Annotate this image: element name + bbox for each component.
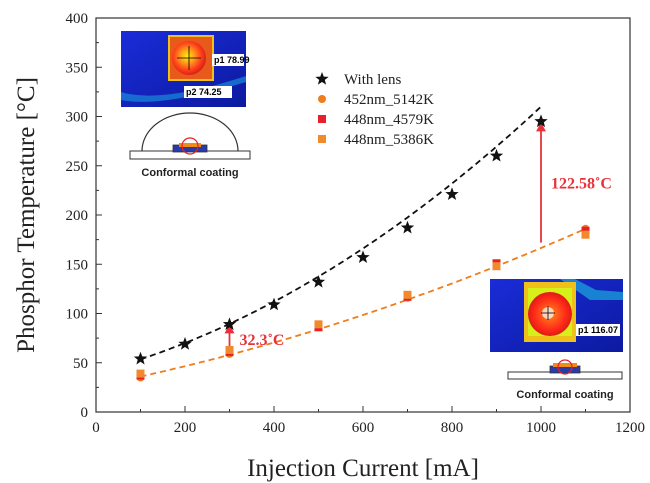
- x-tick-label: 400: [263, 420, 286, 436]
- fit-curves: [140, 105, 586, 378]
- y-tick-label: 300: [66, 110, 89, 126]
- legend-label: With lens: [344, 72, 401, 88]
- data-point: [356, 250, 370, 264]
- annotations: 32.3˚C 122.58˚C: [224, 122, 612, 354]
- data-point: [136, 369, 145, 378]
- data-point: [133, 351, 148, 365]
- data-point: [222, 317, 237, 330]
- y-tick-label: 0: [81, 405, 89, 421]
- data-point: [311, 274, 326, 288]
- legend-marker: [318, 135, 326, 143]
- data-point: [534, 114, 548, 128]
- y-tick-label: 200: [66, 208, 89, 224]
- data-point: [445, 187, 459, 200]
- y-tick-label: 250: [66, 159, 89, 175]
- legend-label: 452nm_5142K: [344, 92, 434, 108]
- y-axis-title: Phosphor Temperature [°C]: [13, 77, 40, 353]
- legend-marker: [318, 95, 326, 103]
- inset-schematic-lens: Conformal coating: [129, 112, 251, 179]
- annotation-label: 122.58˚C: [551, 175, 612, 192]
- data-point: [178, 337, 192, 350]
- data-point: [489, 148, 504, 162]
- x-tick-label: 200: [174, 420, 197, 436]
- x-axis: 0 200 400 600 800 1000 1200: [92, 406, 645, 436]
- data-point: [267, 297, 281, 311]
- legend-marker: [315, 72, 329, 85]
- inset-1-label-p2: p2 74.25: [186, 87, 222, 97]
- x-tick-label: 800: [441, 420, 464, 436]
- fit-curve: [140, 227, 586, 378]
- y-tick-label: 150: [66, 257, 89, 273]
- inset-2-caption: Conformal coating: [516, 389, 613, 401]
- inset-schematic-conformal: Conformal coating: [507, 359, 623, 401]
- y-tick-label: 350: [66, 60, 89, 76]
- inset-thermal-image-lens: p1 78.99 p2 74.25: [121, 31, 250, 107]
- legend-label: 448nm_5386K: [344, 132, 434, 148]
- legend-marker: [318, 115, 326, 123]
- legend-label: 448nm_4579K: [344, 112, 434, 128]
- data-point: [400, 220, 415, 234]
- x-tick-label: 0: [92, 420, 100, 436]
- inset-thermal-image-conformal: p1 116.07: [490, 279, 623, 352]
- annotation-arrowhead: [224, 324, 235, 334]
- y-tick-label: 100: [66, 307, 89, 323]
- data-point: [492, 262, 501, 271]
- x-axis-title: Injection Current [mA]: [247, 455, 479, 482]
- data-point: [403, 290, 412, 299]
- data-point: [225, 345, 234, 354]
- x-tick-label: 600: [352, 420, 375, 436]
- data-point: [314, 320, 323, 329]
- y-tick-label: 50: [73, 356, 88, 372]
- annotation-label: 32.3˚C: [240, 332, 285, 349]
- annotation-arrowhead: [536, 122, 546, 132]
- legend: With lens 452nm_5142K 448nm_4579K 448nm_538…: [315, 72, 434, 148]
- fit-curve: [140, 105, 542, 361]
- data-points: [133, 114, 590, 382]
- y-axis: 0 50 100 150 200 250 300 350 400: [66, 11, 102, 421]
- x-tick-label: 1000: [526, 420, 556, 436]
- x-tick-label: 1200: [615, 420, 645, 436]
- data-point: [581, 230, 590, 239]
- inset-1-label-p1: p1 78.99: [214, 55, 250, 65]
- inset-1-caption: Conformal coating: [141, 167, 238, 179]
- y-tick-label: 400: [66, 11, 89, 27]
- inset-2-label-p1: p1 116.07: [578, 325, 618, 335]
